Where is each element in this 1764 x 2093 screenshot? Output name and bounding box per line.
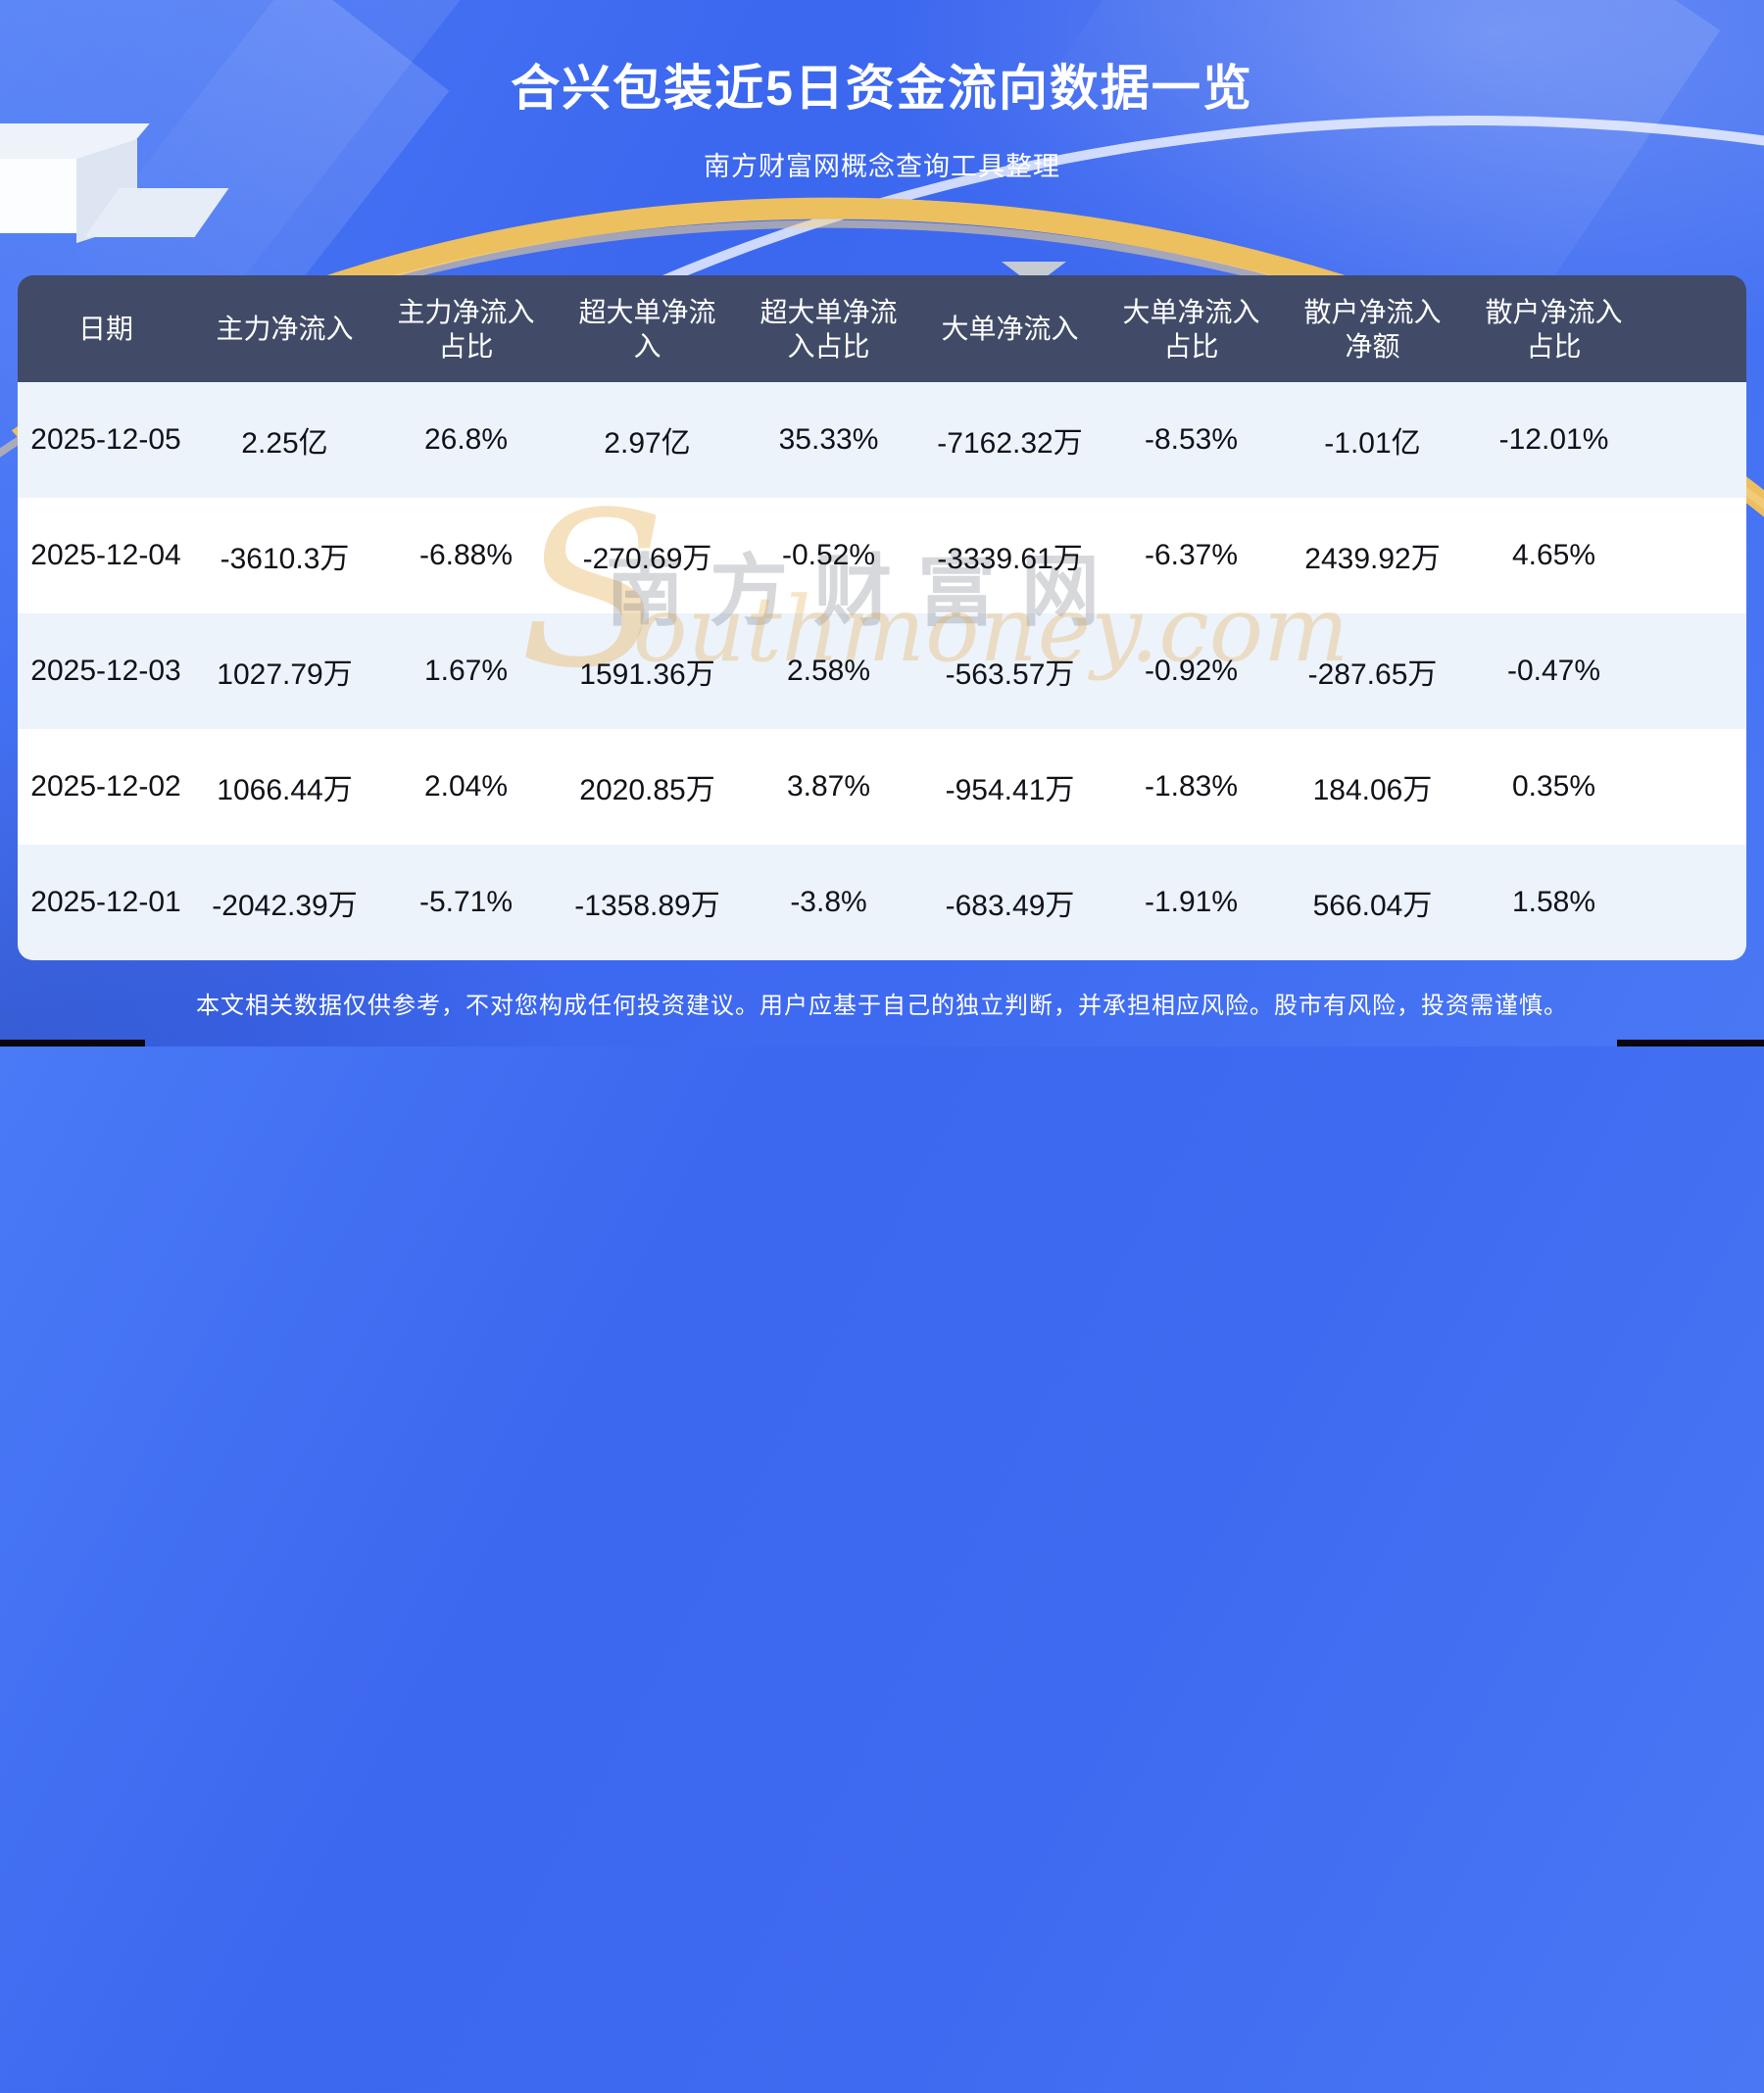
cell-main-net-inflow-ratio: 26.8% [423, 423, 509, 456]
cell-large-order-net-inflow: -3339.61万 [937, 543, 1083, 575]
col-header-retail-net-inflow-ratio: 散户净流入 占比 [1485, 296, 1623, 362]
cell-main-net-inflow-ratio: 2.04% [423, 770, 509, 803]
cell-xlarge-order-net-inflow: 1591.36万 [579, 658, 715, 691]
cell-main-net-inflow-ratio: -5.71% [418, 886, 514, 918]
cell-main-net-inflow: 1027.79万 [217, 658, 353, 691]
cell-date: 2025-12-01 [30, 886, 181, 918]
cell-retail-net-inflow-amount: 2439.92万 [1304, 543, 1441, 575]
page-subtitle: 南方财富网概念查询工具整理 [704, 152, 1060, 181]
col-header-large-order-net-inflow: 大单净流入 [941, 314, 1079, 344]
cell-large-order-net-inflow-ratio: -0.92% [1144, 655, 1239, 687]
cell-large-order-net-inflow: -7162.32万 [937, 427, 1083, 460]
cell-retail-net-inflow-amount: -1.01亿 [1324, 427, 1421, 460]
cell-date: 2025-12-04 [30, 539, 181, 571]
cell-xlarge-order-net-inflow-ratio: -3.8% [790, 886, 867, 918]
cell-retail-net-inflow-amount: 566.04万 [1312, 890, 1433, 922]
table-row: 2025-12-02 1066.44万 2.04% 2020.85万 3.87%… [18, 729, 1746, 845]
table-row: 2025-12-05 2.25亿 26.8% 2.97亿 35.33% -716… [18, 382, 1746, 498]
table-row: 2025-12-04 -3610.3万 -6.88% -270.69万 -0.5… [18, 498, 1746, 613]
cell-xlarge-order-net-inflow-ratio: -0.52% [781, 539, 876, 571]
cell-date: 2025-12-03 [30, 655, 181, 687]
cell-retail-net-inflow-ratio: 0.35% [1511, 770, 1596, 803]
cell-main-net-inflow: -3610.3万 [220, 543, 350, 575]
col-header-large-order-net-inflow-ratio: 大单净流入 占比 [1122, 296, 1260, 362]
cube-decor [0, 159, 76, 233]
cell-xlarge-order-net-inflow-ratio: 35.33% [778, 423, 879, 456]
cell-retail-net-inflow-ratio: 1.58% [1511, 886, 1596, 918]
cell-retail-net-inflow-ratio: -0.47% [1506, 655, 1601, 687]
cell-main-net-inflow: 1066.44万 [217, 774, 353, 806]
col-header-main-net-inflow-ratio: 主力净流入 占比 [397, 296, 535, 362]
cell-retail-net-inflow-ratio: -12.01% [1498, 423, 1609, 456]
cell-large-order-net-inflow: -954.41万 [945, 774, 1075, 806]
cell-date: 2025-12-05 [30, 423, 181, 456]
cell-large-order-net-inflow-ratio: -1.91% [1144, 886, 1239, 918]
cell-large-order-net-inflow-ratio: -8.53% [1144, 423, 1239, 456]
fundflow-table: 日期 主力净流入 主力净流入 占比 超大单净流 入 超大单净流 入占比 大单净流… [18, 275, 1746, 960]
cell-large-order-net-inflow: -563.57万 [945, 658, 1075, 691]
cell-main-net-inflow-ratio: -6.88% [418, 539, 514, 571]
disclaimer-text: 本文相关数据仅供参考，不对您构成任何投资建议。用户应基于自己的独立判断，并承担相… [196, 993, 1568, 1019]
cell-main-net-inflow: 2.25亿 [241, 427, 328, 460]
cell-main-net-inflow: -2042.39万 [212, 890, 358, 922]
table-row: 2025-12-03 1027.79万 1.67% 1591.36万 2.58%… [18, 613, 1746, 729]
col-header-date: 日期 [77, 314, 133, 344]
ribbon-shape-decor [1002, 262, 1066, 275]
cell-retail-net-inflow-amount: -287.65万 [1307, 658, 1438, 691]
table-row: 2025-12-01 -2042.39万 -5.71% -1358.89万 -3… [18, 845, 1746, 960]
page-title: 合兴包装近5日资金流向数据一览 [511, 61, 1253, 116]
cell-retail-net-inflow-amount: 184.06万 [1312, 774, 1433, 806]
cell-xlarge-order-net-inflow: -1358.89万 [574, 890, 720, 922]
col-header-retail-net-inflow-amount: 散户净流入 净额 [1303, 296, 1442, 362]
cell-xlarge-order-net-inflow-ratio: 2.58% [786, 655, 871, 687]
cell-date: 2025-12-02 [30, 770, 181, 803]
cell-main-net-inflow-ratio: 1.67% [423, 655, 509, 687]
col-header-xlarge-order-net-inflow: 超大单净流 入 [578, 296, 716, 362]
cell-xlarge-order-net-inflow: -270.69万 [582, 543, 712, 575]
col-header-main-net-inflow: 主力净流入 [216, 314, 354, 344]
cell-large-order-net-inflow: -683.49万 [945, 890, 1075, 922]
cell-xlarge-order-net-inflow-ratio: 3.87% [786, 770, 871, 803]
corner-bar-decor [1617, 1040, 1764, 1046]
cell-large-order-net-inflow-ratio: -1.83% [1144, 770, 1239, 803]
table-header-row: 日期 主力净流入 主力净流入 占比 超大单净流 入 超大单净流 入占比 大单净流… [18, 275, 1746, 382]
cell-xlarge-order-net-inflow: 2020.85万 [579, 774, 715, 806]
cell-xlarge-order-net-inflow: 2.97亿 [604, 427, 691, 460]
cell-retail-net-inflow-ratio: 4.65% [1511, 539, 1596, 571]
corner-bar-decor [0, 1040, 145, 1046]
cell-large-order-net-inflow-ratio: -6.37% [1144, 539, 1239, 571]
col-header-xlarge-order-net-inflow-ratio: 超大单净流 入占比 [760, 296, 898, 362]
